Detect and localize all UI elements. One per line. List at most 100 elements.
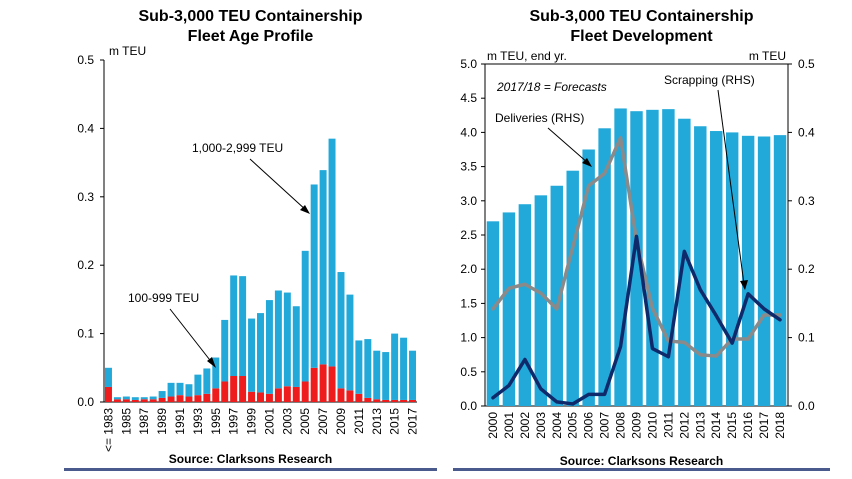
bar-1000-2999-teu [176, 382, 184, 396]
bar-1000-2999-teu [274, 290, 282, 389]
bar-100-999-teu [328, 366, 336, 402]
left-chart-title: Sub-3,000 TEU Containership Fleet Age Pr… [64, 7, 437, 47]
left-y-tick-label: 0.4 [77, 121, 94, 135]
bar-1000-2999-teu [194, 374, 202, 396]
left-x-tick-label: 2009 [334, 408, 348, 435]
bar-1000-2999-teu [337, 272, 345, 389]
bar-100-999-teu [194, 395, 202, 402]
bar-1000-2999-teu [158, 391, 166, 398]
bar-1000-2999-teu [140, 397, 148, 400]
right-chart-title: Sub-3,000 TEU Containership Fleet Develo… [453, 7, 830, 47]
left-y-tick-label: 0.2 [77, 258, 94, 272]
left-x-tick-label: 1985 [119, 408, 133, 435]
left-x-tick-label: 2001 [262, 408, 276, 435]
annotation-arrowhead-100-999 [207, 357, 216, 368]
left-chart-source: Source: Clarksons Research [168, 452, 333, 466]
bar-100-999-teu [337, 388, 345, 402]
bar-100-999-teu [257, 392, 264, 402]
bar-100-999-teu [221, 381, 229, 402]
bar-100-999-teu [158, 397, 166, 402]
chart-panel-right: Sub-3,000 TEU Containership Fleet Develo… [453, 0, 830, 479]
bar-1000-2999-teu [346, 294, 354, 391]
bar-100-999-teu [239, 376, 247, 402]
bar-100-999-teu [283, 386, 291, 402]
bar-100-999-teu [382, 399, 390, 402]
bar-1000-2999-teu [373, 350, 381, 400]
bar-1000-2999-teu [131, 397, 139, 400]
left-y-tick-label: 0.3 [77, 190, 94, 204]
left-footer-rule [64, 468, 437, 471]
bar-1000-2999-teu [364, 339, 372, 398]
annotation-1000-2999-teu: 1,000-2,999 TEU [192, 141, 283, 155]
left-y-tick-label: 0.0 [77, 395, 94, 409]
bar-100-999-teu [140, 399, 148, 402]
bar-100-999-teu [373, 399, 381, 402]
left-y-axis-label: m TEU [109, 44, 146, 58]
annotation-arrow-100-999 [169, 308, 214, 365]
bar-100-999-teu [167, 396, 175, 402]
bar-100-999-teu [355, 393, 363, 402]
left-x-tick-label: 2015 [388, 408, 402, 435]
bar-1000-2999-teu [221, 319, 229, 382]
left-x-tick-label: 2017 [406, 408, 420, 435]
bar-1000-2999-teu [310, 184, 318, 368]
bar-1000-2999-teu [283, 292, 291, 387]
bar-1000-2999-teu [239, 276, 247, 377]
annotation-arrowhead-1000-2999 [300, 205, 310, 214]
bar-1000-2999-teu [301, 250, 309, 382]
left-x-tick-label: 1987 [137, 408, 151, 435]
bar-1000-2999-teu [203, 368, 211, 394]
annotation-100-999-teu: 100-999 TEU [128, 291, 199, 305]
bar-100-999-teu [319, 364, 327, 402]
left-x-tick-label: 2005 [298, 408, 312, 435]
left-x-tick-label: 1989 [155, 408, 169, 435]
right-chart-source: Source: Clarksons Research [559, 454, 724, 468]
left-chart-title-line2: Fleet Age Profile [187, 28, 314, 45]
bar-1000-2999-teu [319, 170, 327, 365]
left-y-tick-label: 0.5 [77, 53, 94, 67]
left-chart-title-line1: Sub-3,000 TEU Containership [138, 8, 363, 25]
left-x-tick-label: <= 1983 [101, 408, 115, 452]
bar-100-999-teu [310, 367, 318, 402]
bar-100-999-teu [292, 386, 300, 402]
bar-1000-2999-teu [382, 352, 390, 400]
bar-100-999-teu [248, 391, 256, 402]
left-x-tick-label: 1993 [191, 408, 205, 435]
bar-1000-2999-teu [391, 333, 399, 400]
bar-1000-2999-teu [355, 340, 363, 394]
right-footer-rule [453, 468, 830, 471]
left-x-tick-label: 1997 [227, 408, 241, 435]
bar-100-999-teu [391, 399, 399, 402]
bar-1000-2999-teu [248, 318, 256, 392]
bar-100-999-teu [176, 395, 184, 402]
bar-100-999-teu [104, 386, 112, 402]
left-x-tick-label: 1999 [245, 408, 259, 435]
bar-100-999-teu [131, 399, 139, 402]
bar-1000-2999-teu [122, 396, 130, 400]
left-x-tick-label: 2003 [280, 408, 294, 435]
left-x-tick-label: 1991 [173, 408, 187, 435]
bar-1000-2999-teu [409, 350, 417, 400]
annotation-arrow-1000-2999 [249, 158, 308, 212]
left-x-tick-label: 2011 [352, 408, 366, 434]
bar-100-999-teu [409, 399, 417, 402]
bar-1000-2999-teu [149, 396, 157, 400]
left-x-tick-label: 2007 [316, 408, 330, 435]
bar-100-999-teu [364, 397, 372, 402]
bar-1000-2999-teu [292, 306, 300, 387]
bar-1000-2999-teu [212, 357, 220, 389]
bar-100-999-teu [274, 388, 282, 402]
right-chart-title-line2: Fleet Development [570, 28, 713, 45]
left-x-tick-label: 2013 [370, 408, 384, 435]
bar-100-999-teu [301, 381, 309, 402]
bar-1000-2999-teu [265, 300, 273, 394]
left-y-tick-label: 0.1 [77, 327, 94, 341]
left-x-tick-label: 1995 [209, 408, 223, 435]
bar-100-999-teu [122, 399, 130, 402]
bar-100-999-teu [149, 399, 157, 402]
bar-1000-2999-teu [257, 313, 264, 393]
bar-100-999-teu [346, 390, 354, 402]
bar-100-999-teu [113, 399, 121, 402]
chart-panel-left: Sub-3,000 TEU Containership Fleet Age Pr… [64, 0, 437, 479]
